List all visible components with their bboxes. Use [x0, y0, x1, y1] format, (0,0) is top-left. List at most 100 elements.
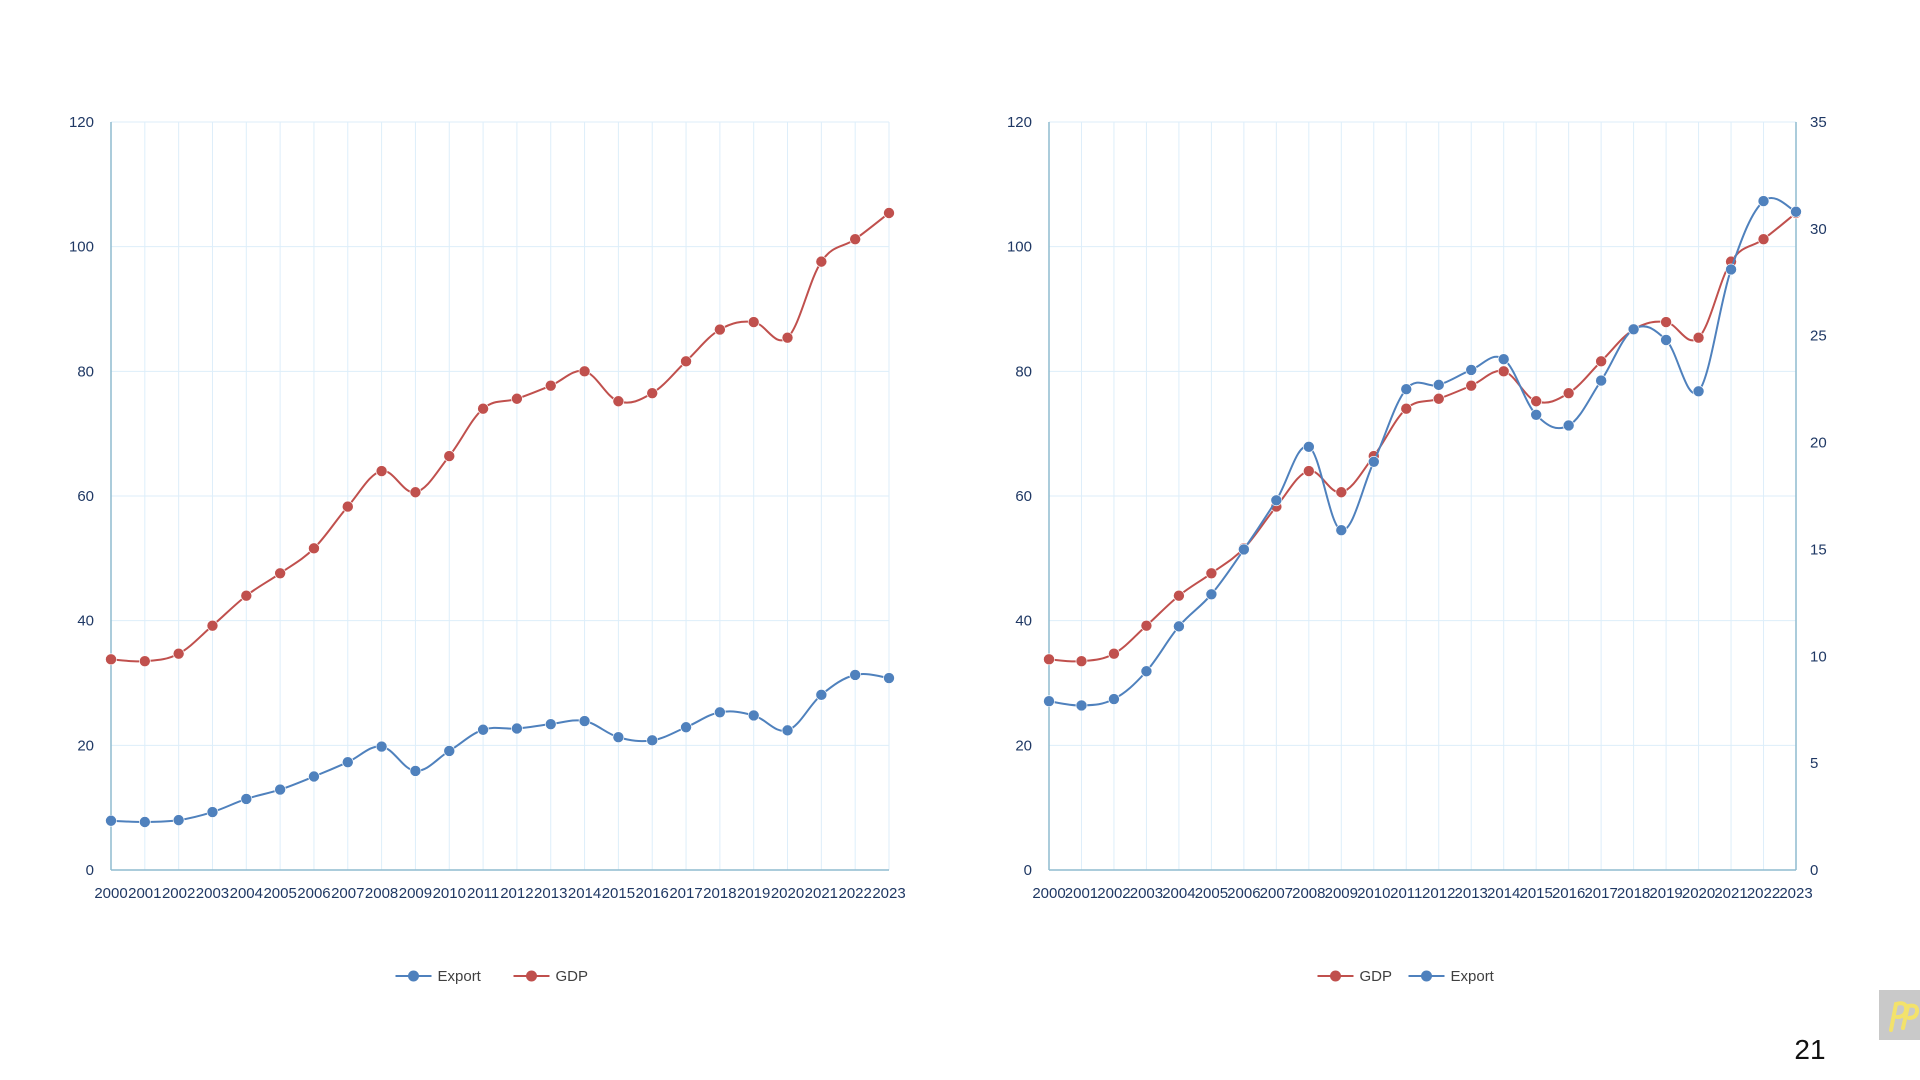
- data-point-export-2018: [714, 706, 726, 719]
- legend-marker: [1421, 970, 1432, 982]
- data-point-gdp-2017: [680, 355, 692, 368]
- data-point-gdp-2000: [1043, 653, 1055, 666]
- data-point-export-2019: [1660, 334, 1672, 346]
- data-point-gdp-2015: [612, 395, 625, 408]
- data-point-export-2015: [1530, 408, 1542, 421]
- data-point-export-2004: [240, 793, 253, 805]
- data-point-gdp-2013: [544, 379, 557, 392]
- x-tick-label: 2016: [636, 885, 669, 902]
- data-point-export-2001: [1075, 699, 1088, 712]
- data-point-export-2008: [1303, 441, 1315, 453]
- legend-label: Export: [438, 968, 482, 985]
- x-tick-label: 2012: [1422, 885, 1455, 902]
- x-tick-label: 2015: [1519, 885, 1552, 902]
- data-point-gdp-2015: [1530, 395, 1542, 408]
- x-tick-label: 2021: [805, 885, 838, 902]
- data-point-export-2007: [341, 756, 354, 768]
- data-point-gdp-2011: [1400, 402, 1413, 415]
- data-point-gdp-2012: [511, 392, 523, 405]
- y2-tick-label: 35: [1810, 114, 1827, 131]
- data-point-gdp-2001: [139, 655, 151, 667]
- x-tick-label: 2005: [263, 885, 296, 902]
- data-point-export-2003: [206, 806, 219, 818]
- data-point-export-2002: [172, 814, 185, 826]
- legend-marker: [1330, 970, 1341, 982]
- data-point-export-2012: [1432, 379, 1445, 391]
- y-tick-label: 80: [77, 363, 94, 380]
- data-point-export-2022: [849, 669, 861, 681]
- data-point-gdp-2004: [240, 589, 253, 602]
- y2-tick-label: 25: [1810, 328, 1827, 345]
- data-point-export-2000: [105, 814, 117, 827]
- page-number: 21: [1794, 1034, 1826, 1065]
- data-point-gdp-2020: [1692, 331, 1705, 344]
- data-point-gdp-2020: [781, 331, 794, 344]
- y2-tick-label: 10: [1810, 648, 1827, 665]
- y2-tick-label: 0: [1810, 862, 1818, 879]
- y-tick-label: 120: [1007, 114, 1032, 131]
- legend-marker: [526, 970, 537, 982]
- x-tick-label: 2010: [433, 885, 466, 902]
- y2-tick-label: 15: [1810, 541, 1827, 558]
- data-point-export-2013: [544, 718, 557, 730]
- data-point-export-2006: [1238, 543, 1250, 556]
- data-point-export-2004: [1173, 620, 1185, 633]
- x-tick-label: 2023: [1779, 885, 1812, 902]
- data-point-gdp-2019: [1660, 316, 1672, 328]
- brand-logo-icon: [1889, 1001, 1920, 1032]
- x-tick-label: 2011: [1390, 885, 1422, 902]
- x-tick-label: 2002: [162, 885, 195, 902]
- data-point-export-2005: [1205, 588, 1218, 601]
- data-point-export-2020: [781, 724, 794, 737]
- x-tick-label: 2000: [1032, 885, 1065, 902]
- x-tick-label: 2009: [1325, 885, 1358, 902]
- data-point-gdp-2005: [274, 567, 286, 580]
- legend-item-gdp: GDP: [513, 968, 589, 985]
- data-point-export-2015: [612, 731, 625, 744]
- data-point-export-2011: [477, 723, 489, 736]
- x-tick-label: 2004: [230, 885, 263, 902]
- x-tick-label: 2020: [771, 885, 804, 902]
- y-tick-label: 20: [1015, 737, 1032, 754]
- y2-tick-label: 5: [1810, 755, 1818, 772]
- data-point-gdp-2002: [172, 647, 185, 660]
- data-point-gdp-2000: [105, 653, 117, 666]
- data-point-export-2013: [1465, 364, 1478, 376]
- x-tick-label: 2006: [1227, 885, 1260, 902]
- x-tick-label: 2014: [568, 885, 601, 902]
- data-point-export-2009: [409, 765, 422, 777]
- x-tick-label: 2013: [534, 885, 567, 902]
- data-point-export-2018: [1627, 323, 1640, 336]
- data-point-export-2021: [1725, 263, 1737, 276]
- legend-item-export: Export: [395, 968, 482, 985]
- x-tick-label: 2020: [1682, 885, 1715, 902]
- x-tick-label: 2012: [500, 885, 533, 902]
- y-tick-label: 0: [86, 862, 94, 879]
- legend-item-export: Export: [1408, 968, 1495, 985]
- series-line-export: [110, 673, 890, 824]
- series-line-export: [1048, 197, 1797, 707]
- data-point-export-2010: [443, 745, 456, 757]
- x-tick-label: 2011: [467, 885, 499, 902]
- x-tick-label: 2003: [196, 885, 229, 902]
- legend-label: GDP: [556, 968, 589, 985]
- data-point-gdp-2019: [747, 316, 760, 328]
- y-tick-label: 20: [77, 737, 94, 754]
- data-point-gdp-2007: [341, 500, 354, 513]
- data-point-export-2021: [815, 689, 828, 701]
- x-tick-label: 2018: [703, 885, 736, 902]
- data-point-export-2000: [1043, 695, 1055, 707]
- data-point-gdp-2022: [849, 233, 861, 245]
- data-point-export-2020: [1692, 385, 1705, 398]
- data-point-gdp-2021: [815, 255, 828, 268]
- x-tick-label: 2010: [1357, 885, 1390, 902]
- data-point-gdp-2003: [206, 619, 219, 632]
- data-point-export-2022: [1757, 195, 1770, 207]
- data-point-export-2012: [511, 722, 523, 735]
- legend-label: GDP: [1360, 968, 1393, 985]
- legend: GDP Export: [1317, 968, 1495, 985]
- legend-label: Export: [1451, 968, 1495, 985]
- data-point-export-2008: [375, 740, 388, 753]
